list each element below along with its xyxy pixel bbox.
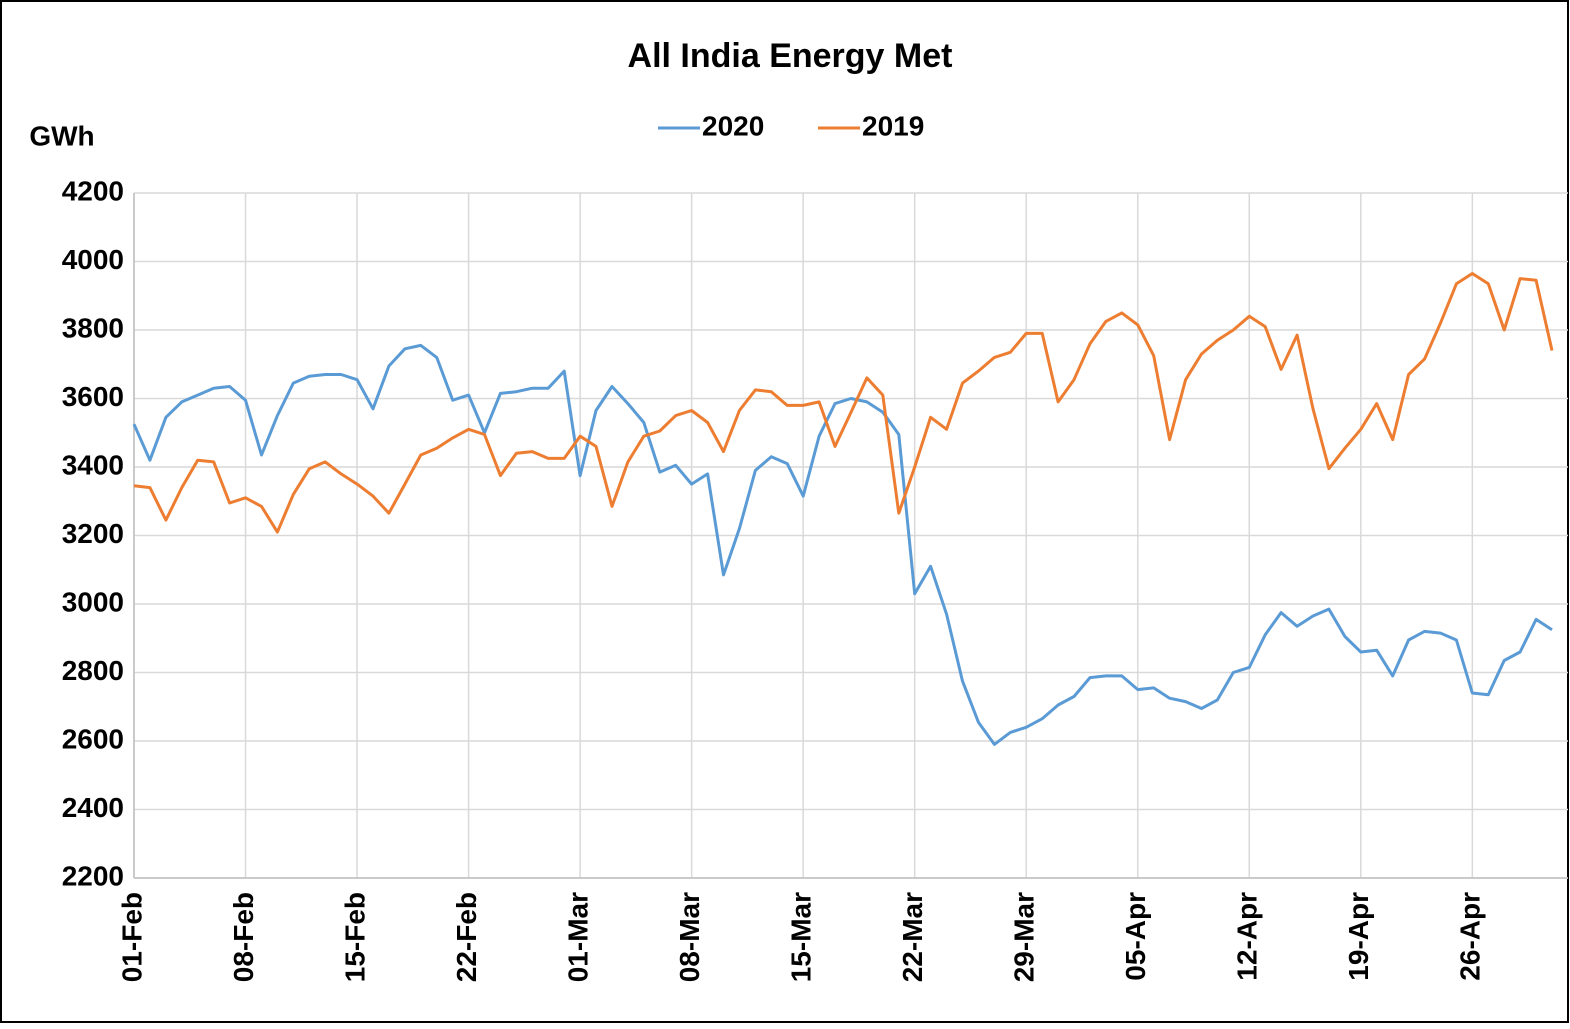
x-tick-label: 19-Apr xyxy=(1343,892,1374,981)
chart-title: All India Energy Met xyxy=(628,37,953,75)
y-tick-label: 3400 xyxy=(62,449,124,480)
y-axis-label: GWh xyxy=(29,120,94,151)
x-tick-label: 01-Mar xyxy=(563,892,594,982)
y-tick-label: 3600 xyxy=(62,381,124,412)
y-tick-label: 4000 xyxy=(62,244,124,275)
y-tick-label: 2400 xyxy=(62,792,124,823)
y-tick-label: 3000 xyxy=(62,586,124,617)
x-tick-label: 01-Feb xyxy=(116,892,147,982)
x-tick-label: 05-Apr xyxy=(1120,892,1151,981)
x-tick-label: 08-Mar xyxy=(674,892,705,982)
x-tick-label: 26-Apr xyxy=(1455,892,1486,981)
y-tick-label: 2800 xyxy=(62,655,124,686)
x-tick-label: 22-Mar xyxy=(897,892,928,982)
x-tick-label: 22-Feb xyxy=(451,892,482,982)
x-tick-label: 08-Feb xyxy=(228,892,259,982)
y-tick-label: 3800 xyxy=(62,312,124,343)
x-tick-label: 12-Apr xyxy=(1232,892,1263,981)
y-tick-label: 2200 xyxy=(62,860,124,891)
legend-label: 2019 xyxy=(862,110,924,141)
y-tick-label: 3200 xyxy=(62,518,124,549)
series-line xyxy=(132,343,1553,746)
y-tick-label: 4200 xyxy=(62,175,124,206)
legend-label: 2020 xyxy=(702,110,764,141)
x-tick-label: 15-Feb xyxy=(339,892,370,982)
x-tick-label: 29-Mar xyxy=(1009,892,1040,982)
x-tick-label: 15-Mar xyxy=(786,892,817,982)
series-line xyxy=(133,272,1554,534)
y-tick-label: 2600 xyxy=(62,723,124,754)
